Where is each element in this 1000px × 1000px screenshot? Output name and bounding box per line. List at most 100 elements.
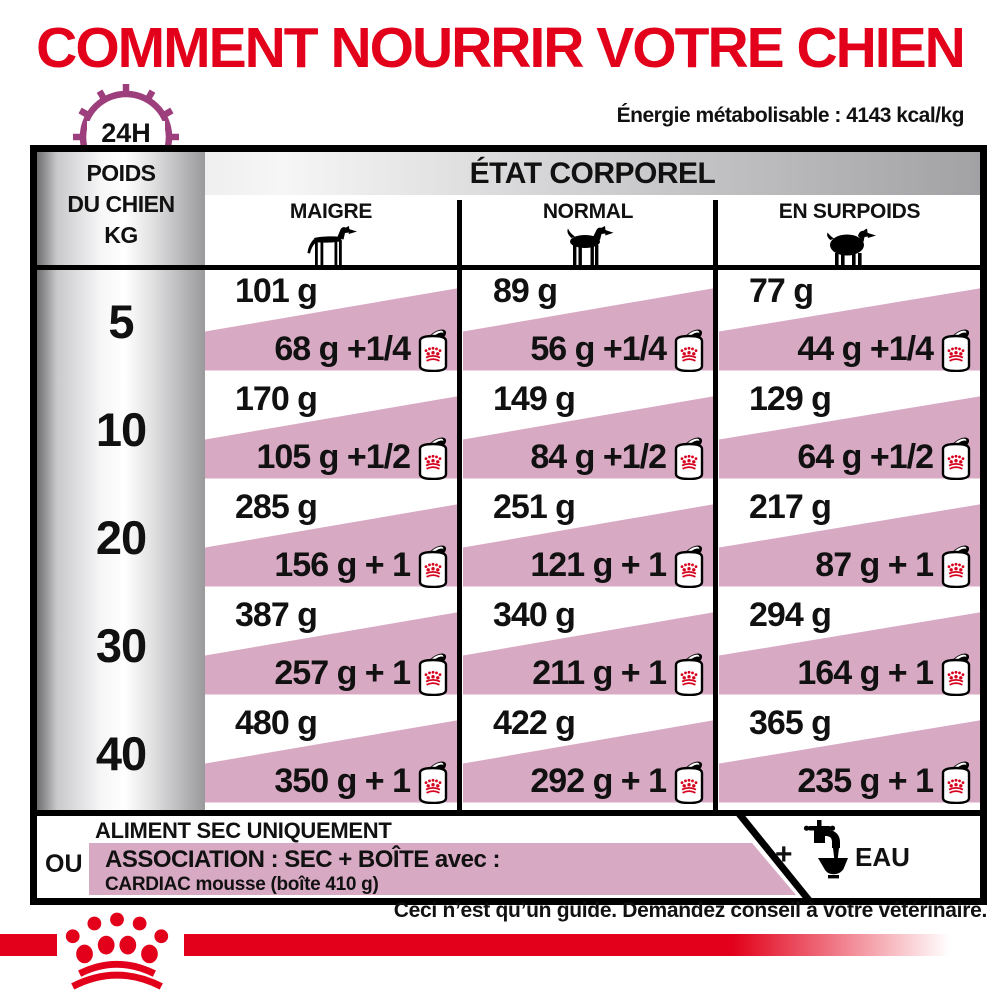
- mix-amount: 257 g + 1: [274, 650, 451, 696]
- mix-amount: 105 g +1/2: [256, 434, 451, 480]
- mix-amount: 56 g +1/4: [530, 326, 707, 372]
- can-icon: [674, 545, 704, 588]
- feeding-cell: 480 g 350 g + 1: [205, 702, 457, 810]
- association-band: ASSOCIATION : SEC + BOÎTE avec : CARDIAC…: [89, 843, 796, 895]
- column-divider: [713, 200, 718, 810]
- can-icon: [941, 545, 971, 588]
- can-icon: [418, 653, 448, 696]
- can-icon: [941, 653, 971, 696]
- column-header-maigre: MAIGRE: [205, 195, 457, 266]
- clock-label: 24H: [101, 118, 151, 146]
- crown-mark-icon: [680, 346, 698, 362]
- crown-mark-icon: [947, 346, 965, 362]
- dry-amount: 294 g: [749, 596, 832, 634]
- crown-mark-icon: [424, 454, 442, 470]
- dry-amount: 89 g: [493, 272, 558, 310]
- weight-value: 40: [95, 727, 147, 780]
- feeding-cell: 340 g 211 g + 1: [463, 594, 713, 702]
- legend: ALIMENT SEC UNIQUEMENT OU ASSOCIATION : …: [37, 816, 980, 898]
- feeding-cell: 387 g 257 g + 1: [205, 594, 457, 702]
- dry-amount: 340 g: [493, 596, 576, 634]
- weight-column-header: POIDS DU CHIEN KG: [37, 158, 205, 251]
- body-condition-title: ÉTAT CORPOREL: [469, 156, 716, 190]
- crown-mark-icon: [680, 778, 698, 794]
- mix-amount: 292 g + 1: [530, 758, 707, 804]
- weight-value: 30: [95, 619, 147, 672]
- or-label: OU: [45, 850, 83, 878]
- mix-amount-text: 350 g + 1: [274, 762, 411, 800]
- body-bottom-line: [37, 810, 980, 816]
- feeding-cell: 101 g 68 g +1/4: [205, 270, 457, 378]
- can-icon: [674, 761, 704, 804]
- normal-dog-icon: [567, 226, 614, 266]
- column-label: NORMAL: [542, 200, 634, 223]
- crown-mark-icon: [424, 346, 442, 362]
- weight-column-background: [37, 152, 205, 810]
- mix-amount: 87 g + 1: [815, 542, 974, 588]
- can-icon: [941, 329, 971, 372]
- mix-amount-text: 257 g + 1: [274, 654, 411, 692]
- header-divider-line: [37, 265, 980, 270]
- mix-amount-text: 164 g + 1: [797, 654, 934, 692]
- mix-amount: 211 g + 1: [532, 650, 707, 696]
- water-label: EAU: [855, 842, 910, 872]
- feeding-cell: 217 g 87 g + 1: [719, 486, 980, 594]
- feeding-cell: 365 g 235 g + 1: [719, 702, 980, 810]
- clock-24h-icon: 24H: [70, 84, 182, 146]
- weight-header-line: POIDS: [86, 160, 156, 186]
- mix-amount: 235 g + 1: [797, 758, 974, 804]
- dry-amount: 480 g: [235, 704, 318, 742]
- column-label: MAIGRE: [289, 200, 373, 223]
- mix-amount: 350 g + 1: [274, 758, 451, 804]
- crown-mark-icon: [424, 670, 442, 686]
- mix-amount-text: 105 g +1/2: [256, 438, 411, 476]
- crown-mark-icon: [680, 454, 698, 470]
- mix-amount-text: 68 g +1/4: [274, 330, 411, 368]
- crown-logo-icon: [65, 912, 169, 990]
- crown-mark-icon: [947, 562, 965, 578]
- mix-amount-text: 121 g + 1: [530, 546, 667, 584]
- dry-amount: 285 g: [235, 488, 318, 526]
- can-icon: [418, 437, 448, 480]
- feeding-cell: 170 g 105 g +1/2: [205, 378, 457, 486]
- mix-amount: 84 g +1/2: [530, 434, 707, 480]
- overweight-dog-icon: [826, 228, 876, 266]
- feeding-table: ÉTAT CORPOREL POIDS DU CHIEN KG MAIGRE N…: [30, 145, 987, 905]
- feeding-cell: 77 g 44 g +1/4: [719, 270, 980, 378]
- dry-amount: 217 g: [749, 488, 832, 526]
- feeding-cell: 89 g 56 g +1/4: [463, 270, 713, 378]
- column-label: EN SURPOIDS: [778, 200, 921, 223]
- dry-amount: 387 g: [235, 596, 318, 634]
- red-stripe-left: [0, 934, 57, 956]
- red-stripe: [184, 934, 990, 956]
- can-icon: [674, 329, 704, 372]
- can-icon: [674, 653, 704, 696]
- mix-amount-text: 64 g +1/2: [797, 438, 934, 476]
- can-icon: [418, 545, 448, 588]
- dry-amount: 422 g: [493, 704, 576, 742]
- mix-amount: 121 g + 1: [530, 542, 707, 588]
- feeding-cell: 285 g 156 g + 1: [205, 486, 457, 594]
- dry-amount: 251 g: [493, 488, 576, 526]
- dry-amount: 149 g: [493, 380, 576, 418]
- dry-only-label: ALIMENT SEC UNIQUEMENT: [95, 818, 392, 843]
- plus-sign: +: [775, 838, 793, 871]
- crown-mark-icon: [424, 562, 442, 578]
- feeding-cell: 294 g 164 g + 1: [719, 594, 980, 702]
- dry-amount: 77 g: [749, 272, 814, 310]
- dry-amount: 170 g: [235, 380, 318, 418]
- feeding-cell: 422 g 292 g + 1: [463, 702, 713, 810]
- weight-header-line: DU CHIEN: [67, 191, 175, 218]
- column-header-surpoids: EN SURPOIDS: [719, 195, 980, 266]
- weight-header-line: KG: [104, 222, 138, 249]
- crown-mark-icon: [947, 778, 965, 794]
- column-header-normal: NORMAL: [463, 195, 713, 266]
- crown-mark-icon: [947, 670, 965, 686]
- can-icon: [941, 761, 971, 804]
- mix-amount: 156 g + 1: [274, 542, 451, 588]
- association-label: ASSOCIATION : SEC + BOÎTE avec :: [105, 846, 500, 873]
- mix-amount: 64 g +1/2: [797, 434, 974, 480]
- energy-value: Énergie métabolisable : 4143 kcal/kg: [616, 104, 965, 127]
- mix-amount-text: 87 g + 1: [815, 546, 934, 584]
